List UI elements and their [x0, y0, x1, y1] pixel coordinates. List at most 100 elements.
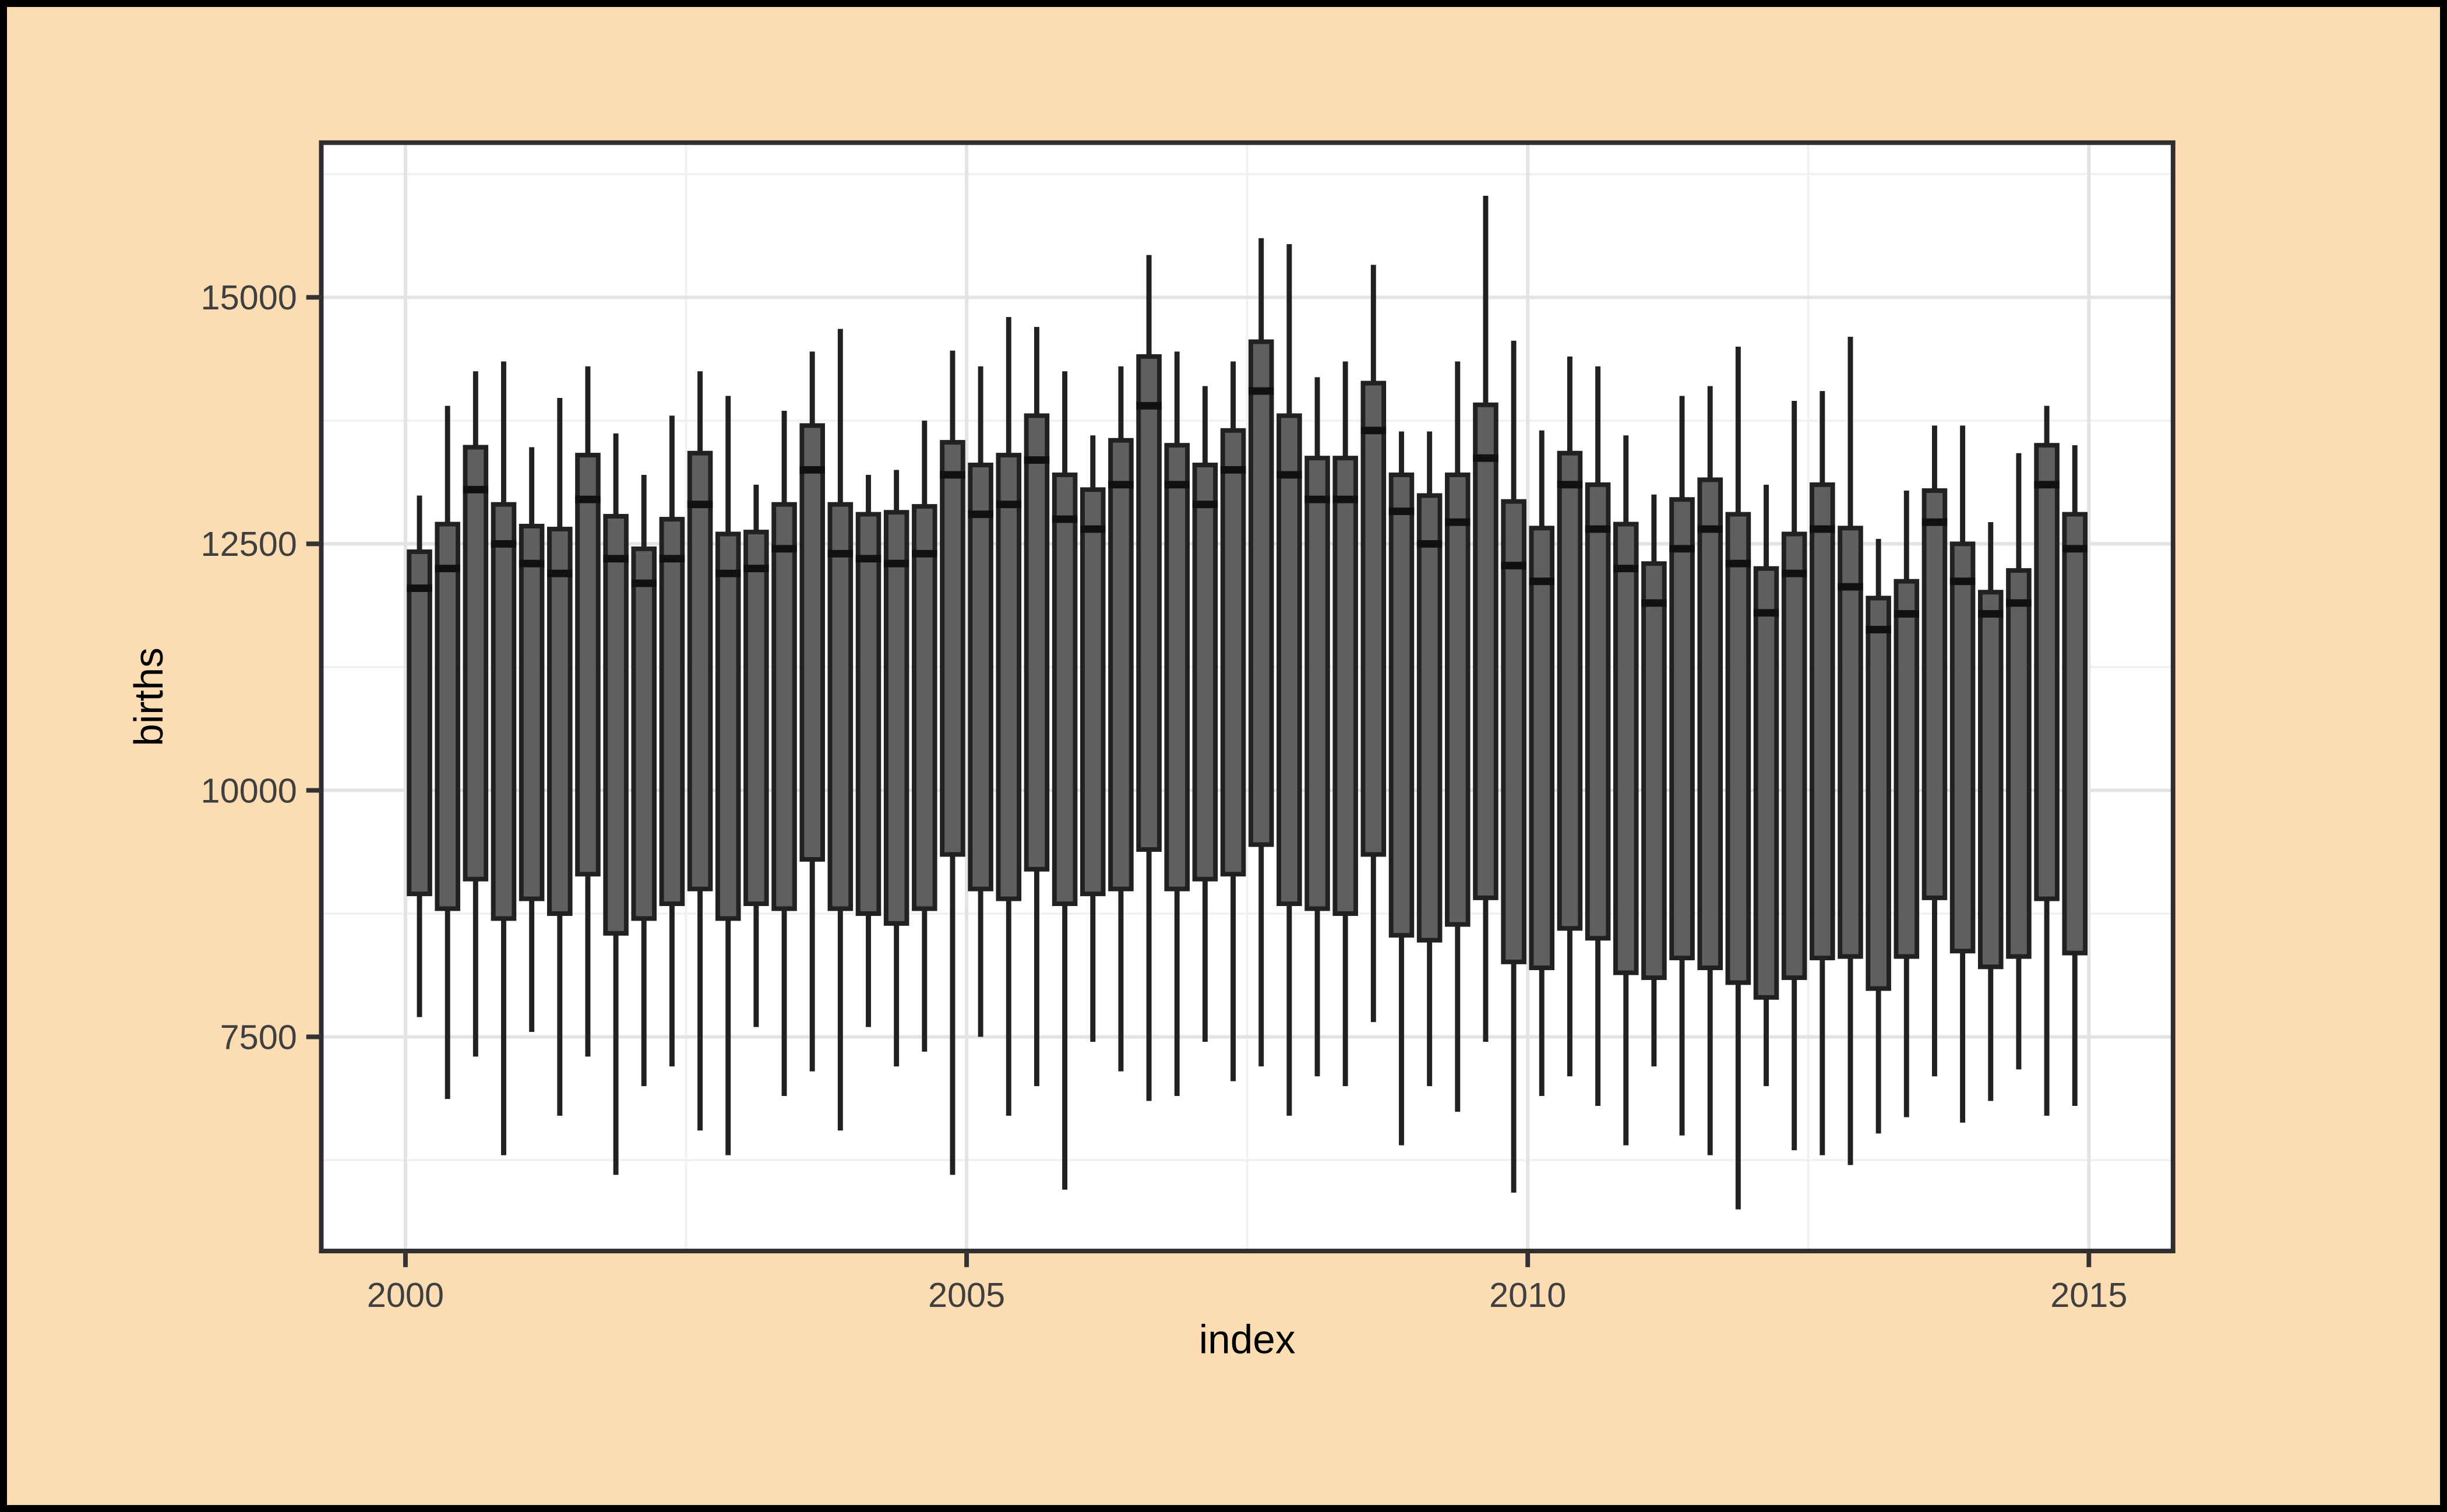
boxplot-box	[463, 371, 489, 1057]
y-tick-label: 7500	[220, 1017, 297, 1056]
boxplot-box	[1949, 425, 1976, 1123]
iqr-box	[1445, 472, 1471, 927]
boxplot-box	[1445, 361, 1471, 1112]
iqr-box	[1921, 488, 1948, 900]
iqr-box	[1725, 512, 1751, 985]
iqr-box	[1977, 590, 2004, 970]
boxplot-box	[1753, 484, 1779, 1087]
boxplot-box	[1416, 431, 1443, 1087]
boxplot-box	[827, 329, 854, 1131]
boxplot-box	[519, 447, 545, 1032]
boxplot-box	[1557, 356, 1583, 1077]
boxplot-box	[687, 371, 713, 1131]
boxplot-box	[1220, 361, 1246, 1081]
iqr-box	[1810, 482, 1835, 961]
iqr-box	[940, 440, 965, 857]
iqr-box	[435, 521, 460, 911]
y-tick-label: 10000	[201, 771, 297, 810]
iqr-box	[855, 512, 882, 916]
iqr-box	[2062, 512, 2088, 956]
boxplot-box	[771, 410, 797, 1097]
boxplot-box	[1277, 244, 1302, 1116]
boxplot-box	[1921, 425, 1948, 1077]
boxplot-box	[1641, 494, 1667, 1067]
boxplot-box	[2006, 453, 2032, 1070]
boxplot-box	[2062, 445, 2088, 1106]
iqr-box	[1669, 497, 1695, 961]
boxplot-box	[1388, 431, 1415, 1146]
boxplot-box	[855, 474, 882, 1027]
iqr-box	[547, 527, 573, 916]
births-boxplot-chart: 7500 10000 12500 15000 2000 2005 2010 2015 birt…	[126, 140, 2175, 1362]
iqr-box	[1949, 541, 1976, 954]
boxplot-box	[743, 484, 769, 1027]
y-tick-label: 12500	[201, 524, 297, 563]
x-tick-label: 2005	[928, 1275, 1005, 1314]
boxplot-box	[1585, 366, 1611, 1106]
y-tick-label: 15000	[201, 278, 297, 317]
boxplot-box	[1725, 346, 1751, 1210]
iqr-box	[1838, 526, 1863, 959]
iqr-box	[912, 504, 937, 911]
boxplot-box	[491, 361, 517, 1155]
iqr-box	[1613, 521, 1639, 975]
iqr-box	[2034, 443, 2060, 901]
boxplot-box	[547, 397, 573, 1116]
boxplot-box	[1164, 351, 1190, 1097]
iqr-box	[631, 546, 657, 921]
boxplot-box	[1529, 430, 1555, 1097]
iqr-box	[743, 530, 769, 907]
boxplot-box	[603, 433, 629, 1175]
boxplot-box	[912, 420, 937, 1052]
iqr-box	[575, 453, 601, 877]
boxplot-box	[1866, 538, 1891, 1134]
boxplot-box	[1697, 386, 1723, 1155]
boxplot-box	[631, 474, 657, 1087]
iqr-box	[407, 549, 432, 897]
grid-minor	[321, 142, 2173, 1252]
iqr-box	[968, 463, 993, 891]
iqr-box	[1220, 428, 1246, 877]
boxplot-box	[407, 495, 432, 1017]
boxplot-box	[1332, 361, 1358, 1087]
iqr-box	[603, 514, 629, 936]
iqr-box	[1557, 450, 1583, 931]
boxplot-box	[1248, 238, 1274, 1067]
boxplot-box	[883, 470, 909, 1067]
iqr-box	[1192, 463, 1218, 882]
axis-tick-labels: 7500 10000 12500 15000 2000 2005 2010 2015	[201, 278, 2128, 1314]
grid-major	[321, 142, 2173, 1252]
iqr-box	[1416, 493, 1443, 943]
boxplot-box	[1781, 401, 1807, 1151]
iqr-box	[1136, 354, 1162, 852]
boxplot-box	[1052, 371, 1078, 1190]
iqr-box	[1753, 566, 1779, 1000]
iqr-box	[1024, 413, 1050, 872]
iqr-box	[1529, 526, 1555, 971]
boxplot-box	[1613, 435, 1639, 1146]
iqr-box	[687, 450, 713, 891]
iqr-box	[715, 531, 741, 921]
boxplot-box	[1080, 435, 1106, 1042]
iqr-box	[1501, 499, 1526, 964]
boxplot-box	[1360, 265, 1387, 1023]
boxplot-box	[659, 415, 685, 1067]
boxplot-box	[1136, 255, 1162, 1101]
iqr-box	[1248, 339, 1274, 847]
boxplot-box	[1501, 340, 1526, 1193]
iqr-box	[883, 510, 909, 926]
boxplot-series	[407, 196, 2088, 1210]
boxplot-box	[968, 366, 993, 1037]
boxplot-box	[996, 317, 1022, 1116]
iqr-box	[1388, 472, 1415, 938]
y-axis-title: births	[126, 647, 171, 746]
boxplot-box	[1838, 337, 1863, 1165]
boxplot-box	[799, 351, 825, 1072]
iqr-box	[1585, 482, 1611, 941]
iqr-box	[1697, 477, 1723, 971]
iqr-box	[1304, 456, 1330, 911]
iqr-box	[1866, 595, 1891, 991]
iqr-box	[1473, 402, 1498, 900]
iqr-box	[996, 453, 1022, 901]
